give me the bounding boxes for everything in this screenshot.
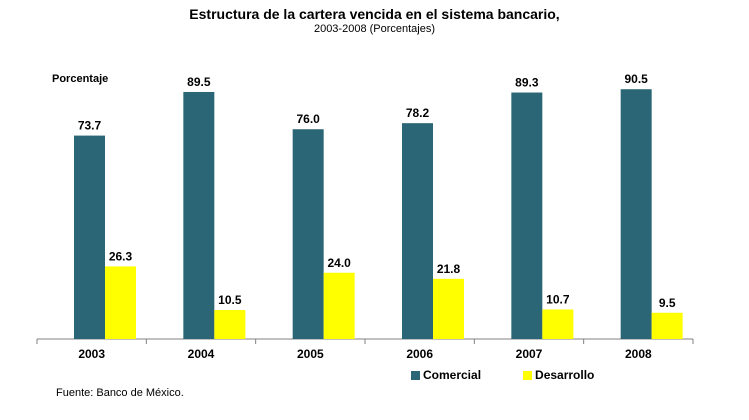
legend: Comercial Desarrollo <box>411 368 636 382</box>
data-label: 26.3 <box>109 249 133 263</box>
chart-title: Estructura de la cartera vencida en el s… <box>189 6 560 22</box>
bar-comercial-2006 <box>402 123 433 339</box>
x-tick-label: 2003 <box>78 347 105 361</box>
bar-desarrollo-2007 <box>542 309 574 339</box>
data-label: 76.0 <box>296 112 320 126</box>
bar-comercial-2005 <box>292 129 324 339</box>
legend-item-desarrollo: Desarrollo <box>523 368 594 382</box>
bar-desarrollo-2008 <box>651 312 683 339</box>
legend-label-desarrollo: Desarrollo <box>535 368 595 382</box>
data-label: 89.3 <box>515 76 539 90</box>
chart-subtitle: 2003-2008 (Porcentajes) <box>313 23 436 35</box>
data-label: 9.5 <box>659 296 676 310</box>
x-tick-label: 2008 <box>625 347 652 361</box>
legend-swatch-comercial <box>411 370 420 380</box>
bar-desarrollo-2003 <box>105 266 136 339</box>
bar-comercial-2007 <box>511 92 543 339</box>
legend-swatch-desarrollo <box>523 370 533 380</box>
data-label: 10.7 <box>546 292 570 306</box>
x-tick-label: 2005 <box>297 347 324 361</box>
bar-desarrollo-2004 <box>214 310 246 339</box>
data-label: 90.5 <box>624 72 648 86</box>
bar-comercial-2004 <box>183 91 215 339</box>
data-label: 21.8 <box>437 262 461 276</box>
bar-desarrollo-2005 <box>323 272 355 339</box>
bar-comercial-2008 <box>620 89 652 339</box>
x-tick-label: 2004 <box>188 347 215 361</box>
x-tick-label: 2007 <box>516 347 543 361</box>
source-note: Fuente: Banco de México. <box>56 387 184 399</box>
data-label: 78.2 <box>406 106 430 120</box>
data-label: 89.5 <box>187 75 211 89</box>
data-label: 73.7 <box>78 119 102 133</box>
legend-item-comercial: Comercial <box>411 368 481 382</box>
bar-comercial-2003 <box>74 135 105 339</box>
bar-desarrollo-2006 <box>433 278 464 339</box>
data-label: 24.0 <box>327 256 351 270</box>
legend-label-comercial: Comercial <box>423 368 482 382</box>
data-label: 10.5 <box>218 293 242 307</box>
x-tick-label: 2006 <box>406 347 433 361</box>
y-axis-label: Porcentaje <box>52 73 109 85</box>
